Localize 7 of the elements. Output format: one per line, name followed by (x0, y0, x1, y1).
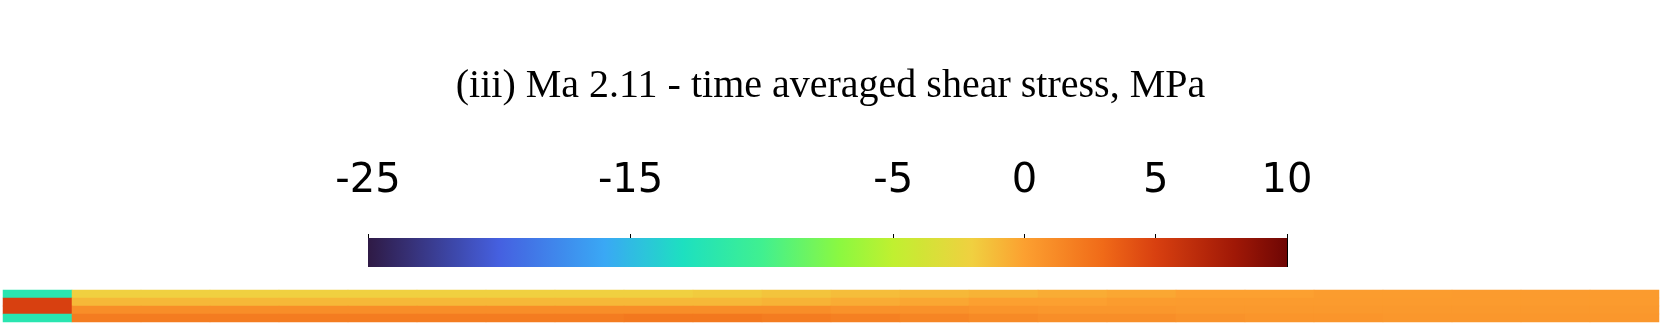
color-bar-label: -5 (873, 155, 914, 201)
color-bar-label: -15 (597, 155, 664, 201)
chart-title: (iii) Ma 2.11 - time averaged shear stress, MPa (455, 60, 1206, 106)
color-bar-label: 10 (1261, 155, 1313, 201)
color-bar-label: -25 (335, 155, 401, 201)
color-bar-label: 5 (1142, 155, 1169, 201)
color-bar-label: 0 (1011, 155, 1038, 201)
